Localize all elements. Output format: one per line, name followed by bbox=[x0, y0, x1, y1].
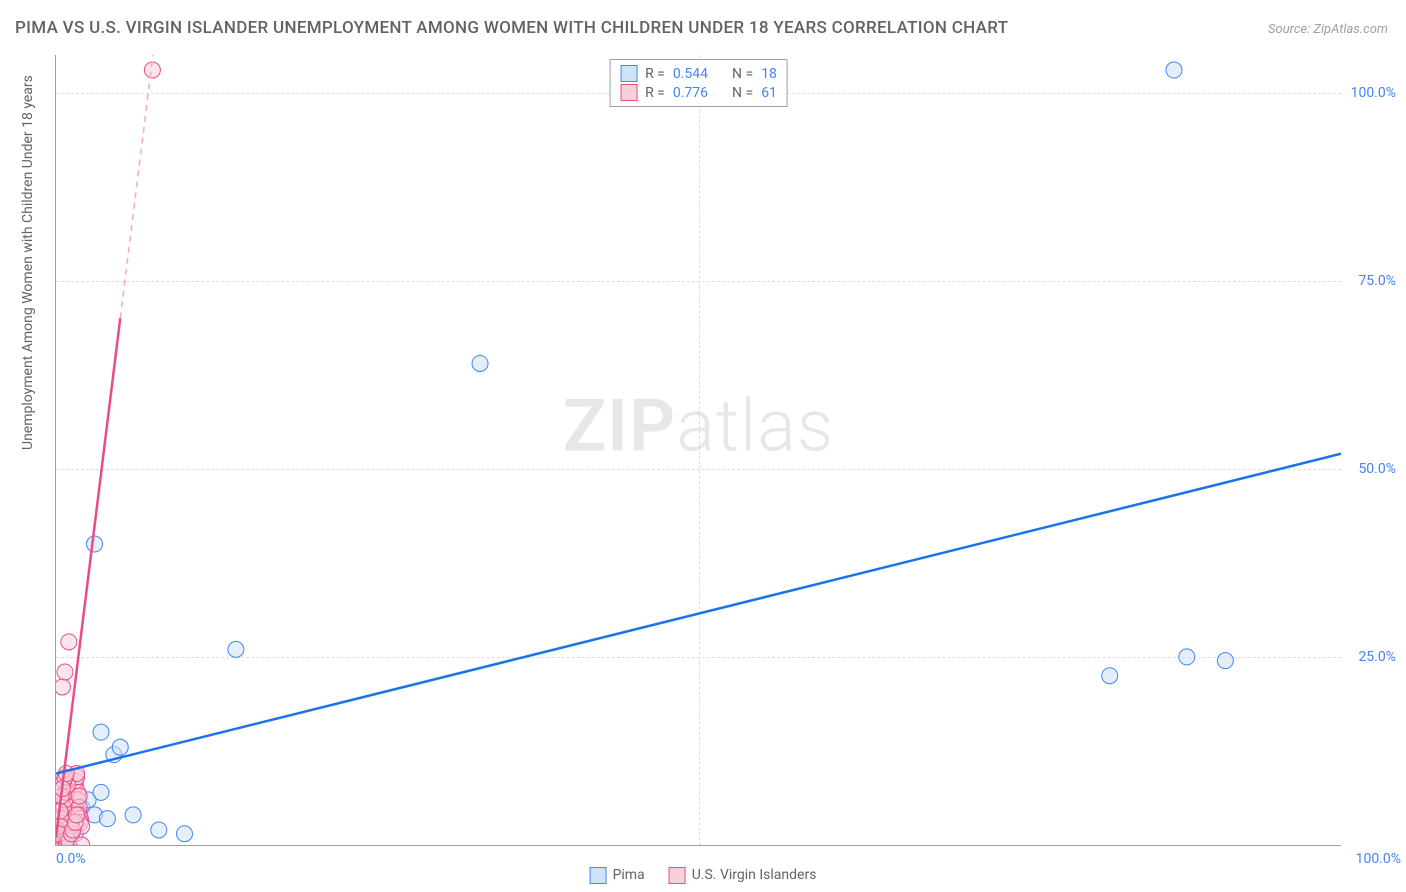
r-value-usvi: 0.776 bbox=[673, 85, 708, 101]
correlation-legend: R = 0.544 N = 18 R = 0.776 N = 61 bbox=[609, 59, 788, 107]
data-point bbox=[61, 634, 77, 650]
legend-item-pima: Pima bbox=[590, 867, 645, 884]
legend-swatch-icon bbox=[669, 867, 686, 884]
legend-item-usvi: U.S. Virgin Islanders bbox=[669, 867, 817, 884]
series-legend: Pima U.S. Virgin Islanders bbox=[590, 867, 817, 884]
data-point bbox=[151, 822, 167, 838]
data-point bbox=[56, 679, 70, 695]
data-point bbox=[125, 807, 141, 823]
legend-swatch-usvi bbox=[620, 84, 637, 101]
data-point bbox=[71, 788, 87, 804]
data-point bbox=[112, 739, 128, 755]
data-point bbox=[1102, 668, 1118, 684]
data-point bbox=[177, 826, 193, 842]
y-tick: 25.0% bbox=[1346, 649, 1396, 665]
r-label: R = bbox=[645, 85, 665, 101]
data-point bbox=[69, 807, 85, 823]
r-label: R = bbox=[645, 66, 665, 82]
y-tick: 100.0% bbox=[1346, 85, 1396, 101]
data-point bbox=[87, 536, 103, 552]
legend-swatch-pima bbox=[620, 65, 637, 82]
y-tick: 75.0% bbox=[1346, 273, 1396, 289]
legend-swatch-icon bbox=[590, 867, 607, 884]
data-point bbox=[93, 724, 109, 740]
data-point bbox=[228, 641, 244, 657]
plot-area: 25.0%50.0%75.0%100.0% 0.0% 100.0% R = 0.… bbox=[55, 55, 1341, 846]
n-label: N = bbox=[732, 85, 753, 101]
data-point bbox=[57, 664, 73, 680]
data-point bbox=[1166, 62, 1182, 78]
scatter-svg bbox=[56, 55, 1341, 845]
n-value-pima: 18 bbox=[761, 66, 777, 82]
x-tick-0: 0.0% bbox=[56, 851, 86, 867]
source-attribution: Source: ZipAtlas.com bbox=[1268, 22, 1388, 37]
data-point bbox=[93, 784, 109, 800]
data-point bbox=[1217, 653, 1233, 669]
data-point bbox=[472, 355, 488, 371]
y-axis-label: Unemployment Among Women with Children U… bbox=[20, 75, 36, 450]
n-label: N = bbox=[732, 66, 753, 82]
r-value-pima: 0.544 bbox=[673, 66, 708, 82]
y-tick: 50.0% bbox=[1346, 461, 1396, 477]
data-point bbox=[1179, 649, 1195, 665]
data-point bbox=[99, 811, 115, 827]
chart-title: PIMA VS U.S. VIRGIN ISLANDER UNEMPLOYMEN… bbox=[15, 18, 1008, 38]
x-tick-100: 100.0% bbox=[1356, 851, 1401, 867]
n-value-usvi: 61 bbox=[761, 85, 777, 101]
